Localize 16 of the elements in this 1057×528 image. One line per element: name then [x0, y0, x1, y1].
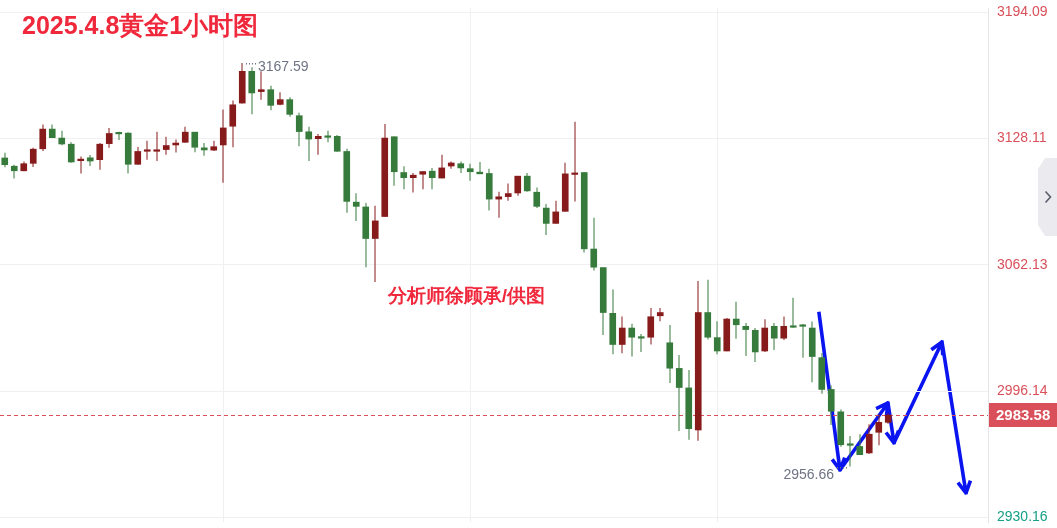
ref-line-label: 2983.58	[996, 405, 1051, 423]
y-tick-label: 3128.11	[997, 129, 1047, 146]
candlestick	[257, 71, 265, 100]
y-tick-label: 2930.16	[997, 508, 1048, 525]
annotation: 2956.66	[783, 466, 835, 483]
annotation: 分析师徐顾承/供图	[387, 284, 545, 308]
y-tick-label: 3194.09	[997, 3, 1048, 20]
candlestick	[153, 131, 161, 162]
candlestick	[799, 324, 807, 358]
candlestick	[846, 436, 854, 467]
y-tick-label: 2996.14	[997, 381, 1048, 398]
annotation: 3167.59	[258, 57, 309, 74]
chart-title: 2025.4.8黄金1小时图	[22, 10, 259, 40]
candlestick	[571, 121, 579, 202]
y-tick-label: 3062.13	[997, 255, 1048, 272]
candlestick	[789, 297, 797, 328]
